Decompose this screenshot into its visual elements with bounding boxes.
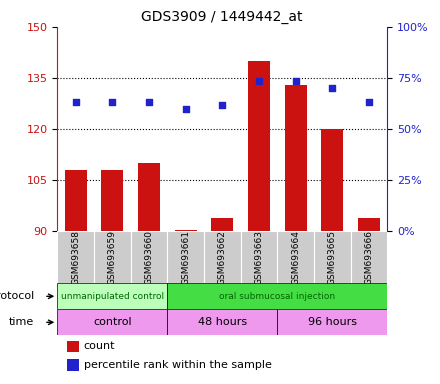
Point	[292, 78, 299, 84]
Text: GSM693662: GSM693662	[218, 230, 227, 285]
Point	[145, 99, 152, 105]
Bar	[101, 170, 123, 231]
Point	[109, 99, 116, 105]
Point	[329, 85, 336, 91]
Text: GSM693658: GSM693658	[71, 230, 80, 285]
Bar	[285, 85, 307, 231]
Bar	[138, 163, 160, 231]
Bar	[167, 309, 277, 335]
Bar	[277, 309, 387, 335]
Text: count: count	[84, 341, 115, 351]
Bar	[211, 218, 233, 231]
Bar	[167, 231, 204, 283]
Point	[365, 99, 372, 105]
Bar	[94, 231, 131, 283]
Point	[72, 99, 79, 105]
Text: control: control	[93, 317, 132, 327]
Bar	[314, 231, 351, 283]
Point	[219, 102, 226, 108]
Text: 48 hours: 48 hours	[198, 317, 247, 327]
Bar	[175, 230, 197, 231]
Text: GSM693660: GSM693660	[144, 230, 154, 285]
Bar	[67, 359, 79, 371]
Bar	[57, 231, 94, 283]
Text: GSM693661: GSM693661	[181, 230, 190, 285]
Point	[255, 78, 262, 84]
Text: GSM693665: GSM693665	[328, 230, 337, 285]
Text: 96 hours: 96 hours	[308, 317, 357, 327]
Bar	[351, 231, 387, 283]
Bar	[204, 231, 241, 283]
Bar	[241, 231, 277, 283]
Bar	[321, 129, 343, 231]
Text: time: time	[9, 317, 34, 327]
Bar	[131, 231, 167, 283]
Text: percentile rank within the sample: percentile rank within the sample	[84, 360, 271, 370]
Text: unmanipulated control: unmanipulated control	[61, 292, 164, 301]
Text: GSM693666: GSM693666	[364, 230, 374, 285]
Text: protocol: protocol	[0, 291, 34, 301]
Bar	[248, 61, 270, 231]
Bar	[167, 283, 387, 309]
Bar	[57, 309, 167, 335]
Bar	[57, 283, 167, 309]
Text: GSM693663: GSM693663	[254, 230, 264, 285]
Text: oral submucosal injection: oral submucosal injection	[219, 292, 335, 301]
Bar	[65, 170, 87, 231]
Bar	[277, 231, 314, 283]
Text: GSM693664: GSM693664	[291, 230, 300, 285]
Title: GDS3909 / 1449442_at: GDS3909 / 1449442_at	[141, 10, 303, 25]
Point	[182, 106, 189, 112]
Bar	[358, 218, 380, 231]
Bar	[67, 341, 79, 352]
Text: GSM693659: GSM693659	[108, 230, 117, 285]
